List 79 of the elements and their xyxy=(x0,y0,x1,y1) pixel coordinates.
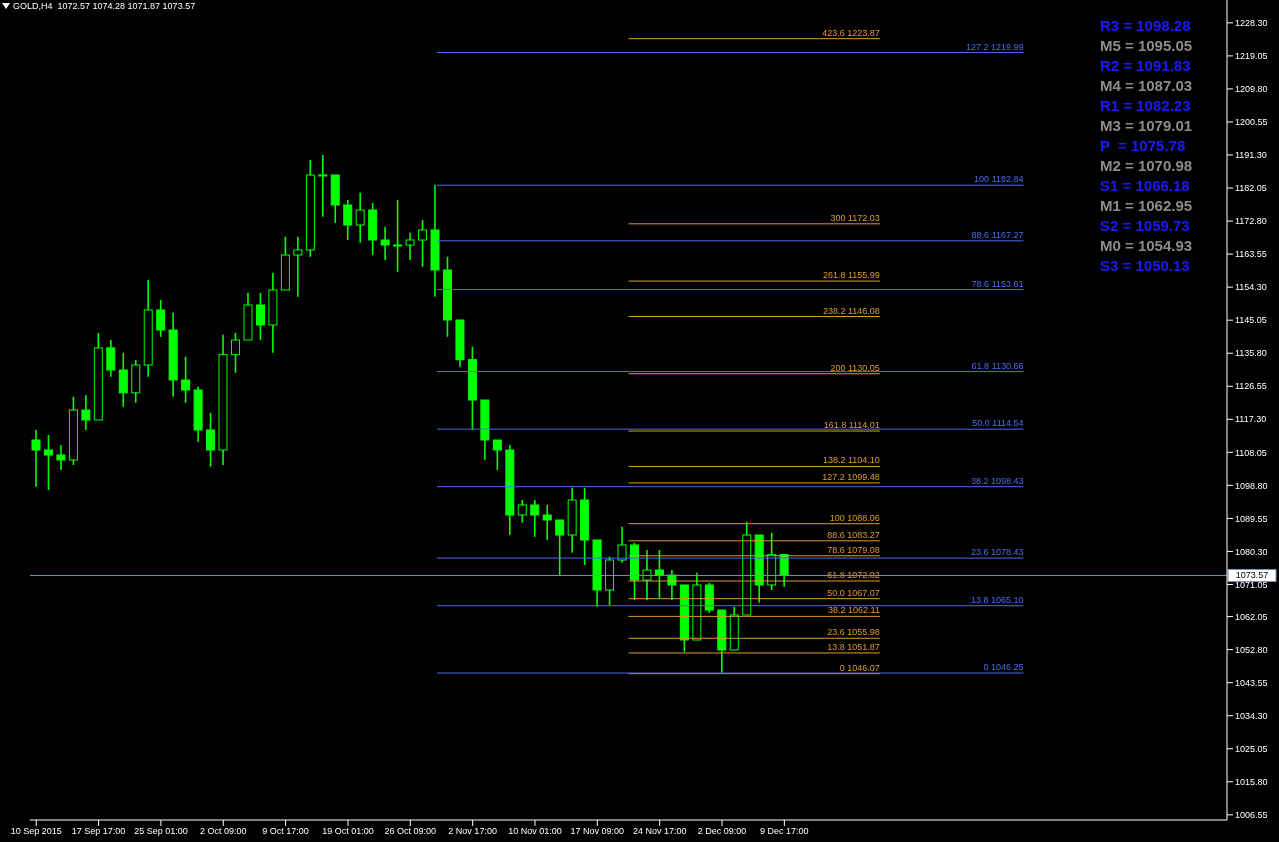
annotation: S2 = 1059.73 xyxy=(1100,216,1191,236)
ref-line-label: 138.2 1104.10 xyxy=(822,455,880,466)
ref-line-label: 13.8 1065.10 xyxy=(970,594,1024,605)
ref-line-label: 23.6 1078.43 xyxy=(970,547,1024,558)
ref-line-label: 88.6 1167.27 xyxy=(971,229,1024,240)
ref-line-label: 423.6 1223.87 xyxy=(822,27,880,38)
y-tick-label: 1025.05 xyxy=(1235,743,1268,754)
annotation: M4 = 1087.03 xyxy=(1100,76,1193,96)
annotation: M2 = 1070.98 xyxy=(1100,156,1193,176)
y-tick-label: 1154.30 xyxy=(1235,282,1267,293)
y-tick-label: 1191.30 xyxy=(1235,150,1267,161)
ref-line-label: 100 1182.84 xyxy=(974,174,1024,185)
ref-line-label: 300 1172.03 xyxy=(830,212,880,223)
ref-line-label: 50.0 1114.54 xyxy=(972,418,1024,429)
annotation: R2 = 1091.83 xyxy=(1100,56,1192,76)
annotation: M5 = 1095.05 xyxy=(1100,36,1193,56)
annotation: M3 = 1079.01 xyxy=(1100,116,1193,136)
annotation: R1 = 1082.23 xyxy=(1100,96,1192,116)
ref-line-label: 200 1130.05 xyxy=(830,362,880,373)
ref-line-label: 50.0 1067.07 xyxy=(827,587,880,598)
annotation: P = 1075.78 xyxy=(1100,136,1187,156)
y-tick-label: 1228.30 xyxy=(1235,18,1268,29)
ref-line-label: 100 1088.06 xyxy=(829,512,880,523)
y-tick-label: 1062.05 xyxy=(1235,611,1268,622)
x-tick-label: 17 Nov 09:00 xyxy=(570,826,625,837)
ref-line-label: 13.8 1051.87 xyxy=(827,641,880,652)
y-tick-label: 1108.05 xyxy=(1235,447,1267,458)
ref-line-label: 88.6 1083.27 xyxy=(827,529,880,540)
x-tick-label: 9 Oct 17:00 xyxy=(262,826,309,837)
ref-line-label: 38.2 1098.43 xyxy=(970,475,1024,486)
x-tick-label: 2 Oct 09:00 xyxy=(200,826,247,837)
x-tick-label: 26 Oct 09:00 xyxy=(384,826,437,837)
annotation: M1 = 1062.95 xyxy=(1100,196,1193,216)
x-tick-label: 17 Sep 17:00 xyxy=(71,826,126,837)
x-tick-label: 24 Nov 17:00 xyxy=(632,826,687,837)
y-tick-label: 1126.55 xyxy=(1235,381,1267,392)
y-tick-label: 1089.55 xyxy=(1235,513,1268,524)
y-tick-label: 1209.80 xyxy=(1235,84,1268,95)
y-tick-label: 1200.55 xyxy=(1235,117,1268,128)
y-tick-label: 1071.05 xyxy=(1235,579,1268,590)
y-tick-label: 1015.80 xyxy=(1235,776,1268,787)
y-tick-label: 1135.80 xyxy=(1235,348,1267,359)
ref-line-label: 78.6 1079.08 xyxy=(827,544,880,555)
y-tick-label: 1182.05 xyxy=(1235,183,1267,194)
y-tick-label: 1098.80 xyxy=(1235,480,1268,491)
ref-line-label: 161.8 1114.01 xyxy=(823,420,880,431)
y-tick-label: 1117.30 xyxy=(1235,414,1267,425)
y-tick-label: 1043.55 xyxy=(1235,677,1268,688)
ref-line-label: 127.2 1099.48 xyxy=(822,471,880,482)
ref-line-label: 0 1046.25 xyxy=(983,662,1024,673)
y-tick-label: 1052.80 xyxy=(1235,644,1268,655)
ref-line-label: 38.2 1062.11 xyxy=(827,605,880,616)
annotation: S1 = 1066.18 xyxy=(1100,176,1191,196)
x-tick-label: 2 Dec 09:00 xyxy=(697,826,747,837)
x-tick-label: 2 Nov 17:00 xyxy=(448,826,497,837)
ref-line-label: 78.6 1153.61 xyxy=(971,278,1024,289)
y-tick-label: 1080.30 xyxy=(1235,546,1268,557)
x-tick-label: 9 Dec 17:00 xyxy=(760,826,809,837)
y-tick-label: 1006.55 xyxy=(1235,810,1268,821)
ref-line-label: 238.2 1146.08 xyxy=(822,305,880,316)
ref-line-label: 0 1046.07 xyxy=(839,662,880,673)
annotation: R3 = 1098.28 xyxy=(1100,16,1192,36)
ref-line-label: 61.8 1130.66 xyxy=(971,360,1024,371)
x-tick-label: 25 Sep 01:00 xyxy=(134,826,188,837)
ref-line-label: 1073.57 xyxy=(1235,570,1269,581)
y-tick-label: 1145.05 xyxy=(1235,315,1267,326)
x-tick-label: 10 Sep 2015 xyxy=(10,826,62,837)
annotation: S3 = 1050.13 xyxy=(1100,256,1191,276)
x-tick-label: 10 Nov 01:00 xyxy=(508,826,562,837)
y-tick-label: 1034.30 xyxy=(1235,710,1268,721)
y-tick-label: 1219.05 xyxy=(1235,51,1268,62)
ref-line-label: 127.2 1219.99 xyxy=(965,41,1024,52)
chart-title: GOLD,H4 1072.57 1074.28 1071.87 1073.57 xyxy=(13,1,196,11)
y-tick-label: 1172.80 xyxy=(1235,216,1267,227)
ref-line-label: 261.8 1155.99 xyxy=(822,270,880,281)
annotation: M0 = 1054.93 xyxy=(1100,236,1193,256)
ref-line-label: 23.6 1055.98 xyxy=(827,627,880,638)
y-tick-label: 1163.55 xyxy=(1235,249,1267,260)
x-tick-label: 19 Oct 01:00 xyxy=(322,826,374,837)
